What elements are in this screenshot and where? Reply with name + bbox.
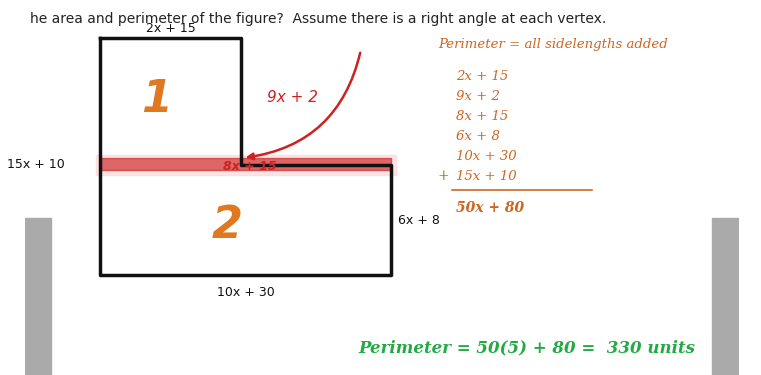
Text: 1: 1 (141, 78, 172, 122)
Bar (712, 218, 739, 375)
Text: 6x + 8: 6x + 8 (457, 129, 500, 142)
Text: 15x + 10: 15x + 10 (457, 170, 517, 183)
Text: 9x + 2: 9x + 2 (267, 90, 318, 105)
Text: 2x + 15: 2x + 15 (145, 21, 196, 34)
Bar (96, 155, 396, 175)
Text: +: + (438, 169, 449, 183)
Bar (100, 158, 391, 170)
Text: Perimeter = all sidelengths added: Perimeter = all sidelengths added (438, 38, 667, 51)
Text: 8x + 15: 8x + 15 (457, 110, 508, 123)
Text: 15x + 10: 15x + 10 (7, 159, 65, 171)
Text: 10x + 30: 10x + 30 (217, 286, 275, 299)
Text: he area and perimeter of the figure?  Assume there is a right angle at each vert: he area and perimeter of the figure? Ass… (30, 12, 607, 26)
Text: 8x + 15: 8x + 15 (224, 160, 277, 174)
Text: 2: 2 (212, 204, 242, 246)
Text: 50x + 80: 50x + 80 (457, 201, 524, 215)
Text: 10x + 30: 10x + 30 (457, 150, 517, 162)
Text: 2x + 15: 2x + 15 (457, 69, 508, 82)
Bar (25, 218, 52, 375)
Text: Perimeter = 50(5) + 80 =  330 units: Perimeter = 50(5) + 80 = 330 units (358, 339, 695, 357)
Text: 6x + 8: 6x + 8 (398, 213, 440, 226)
Text: 9x + 2: 9x + 2 (457, 90, 500, 102)
